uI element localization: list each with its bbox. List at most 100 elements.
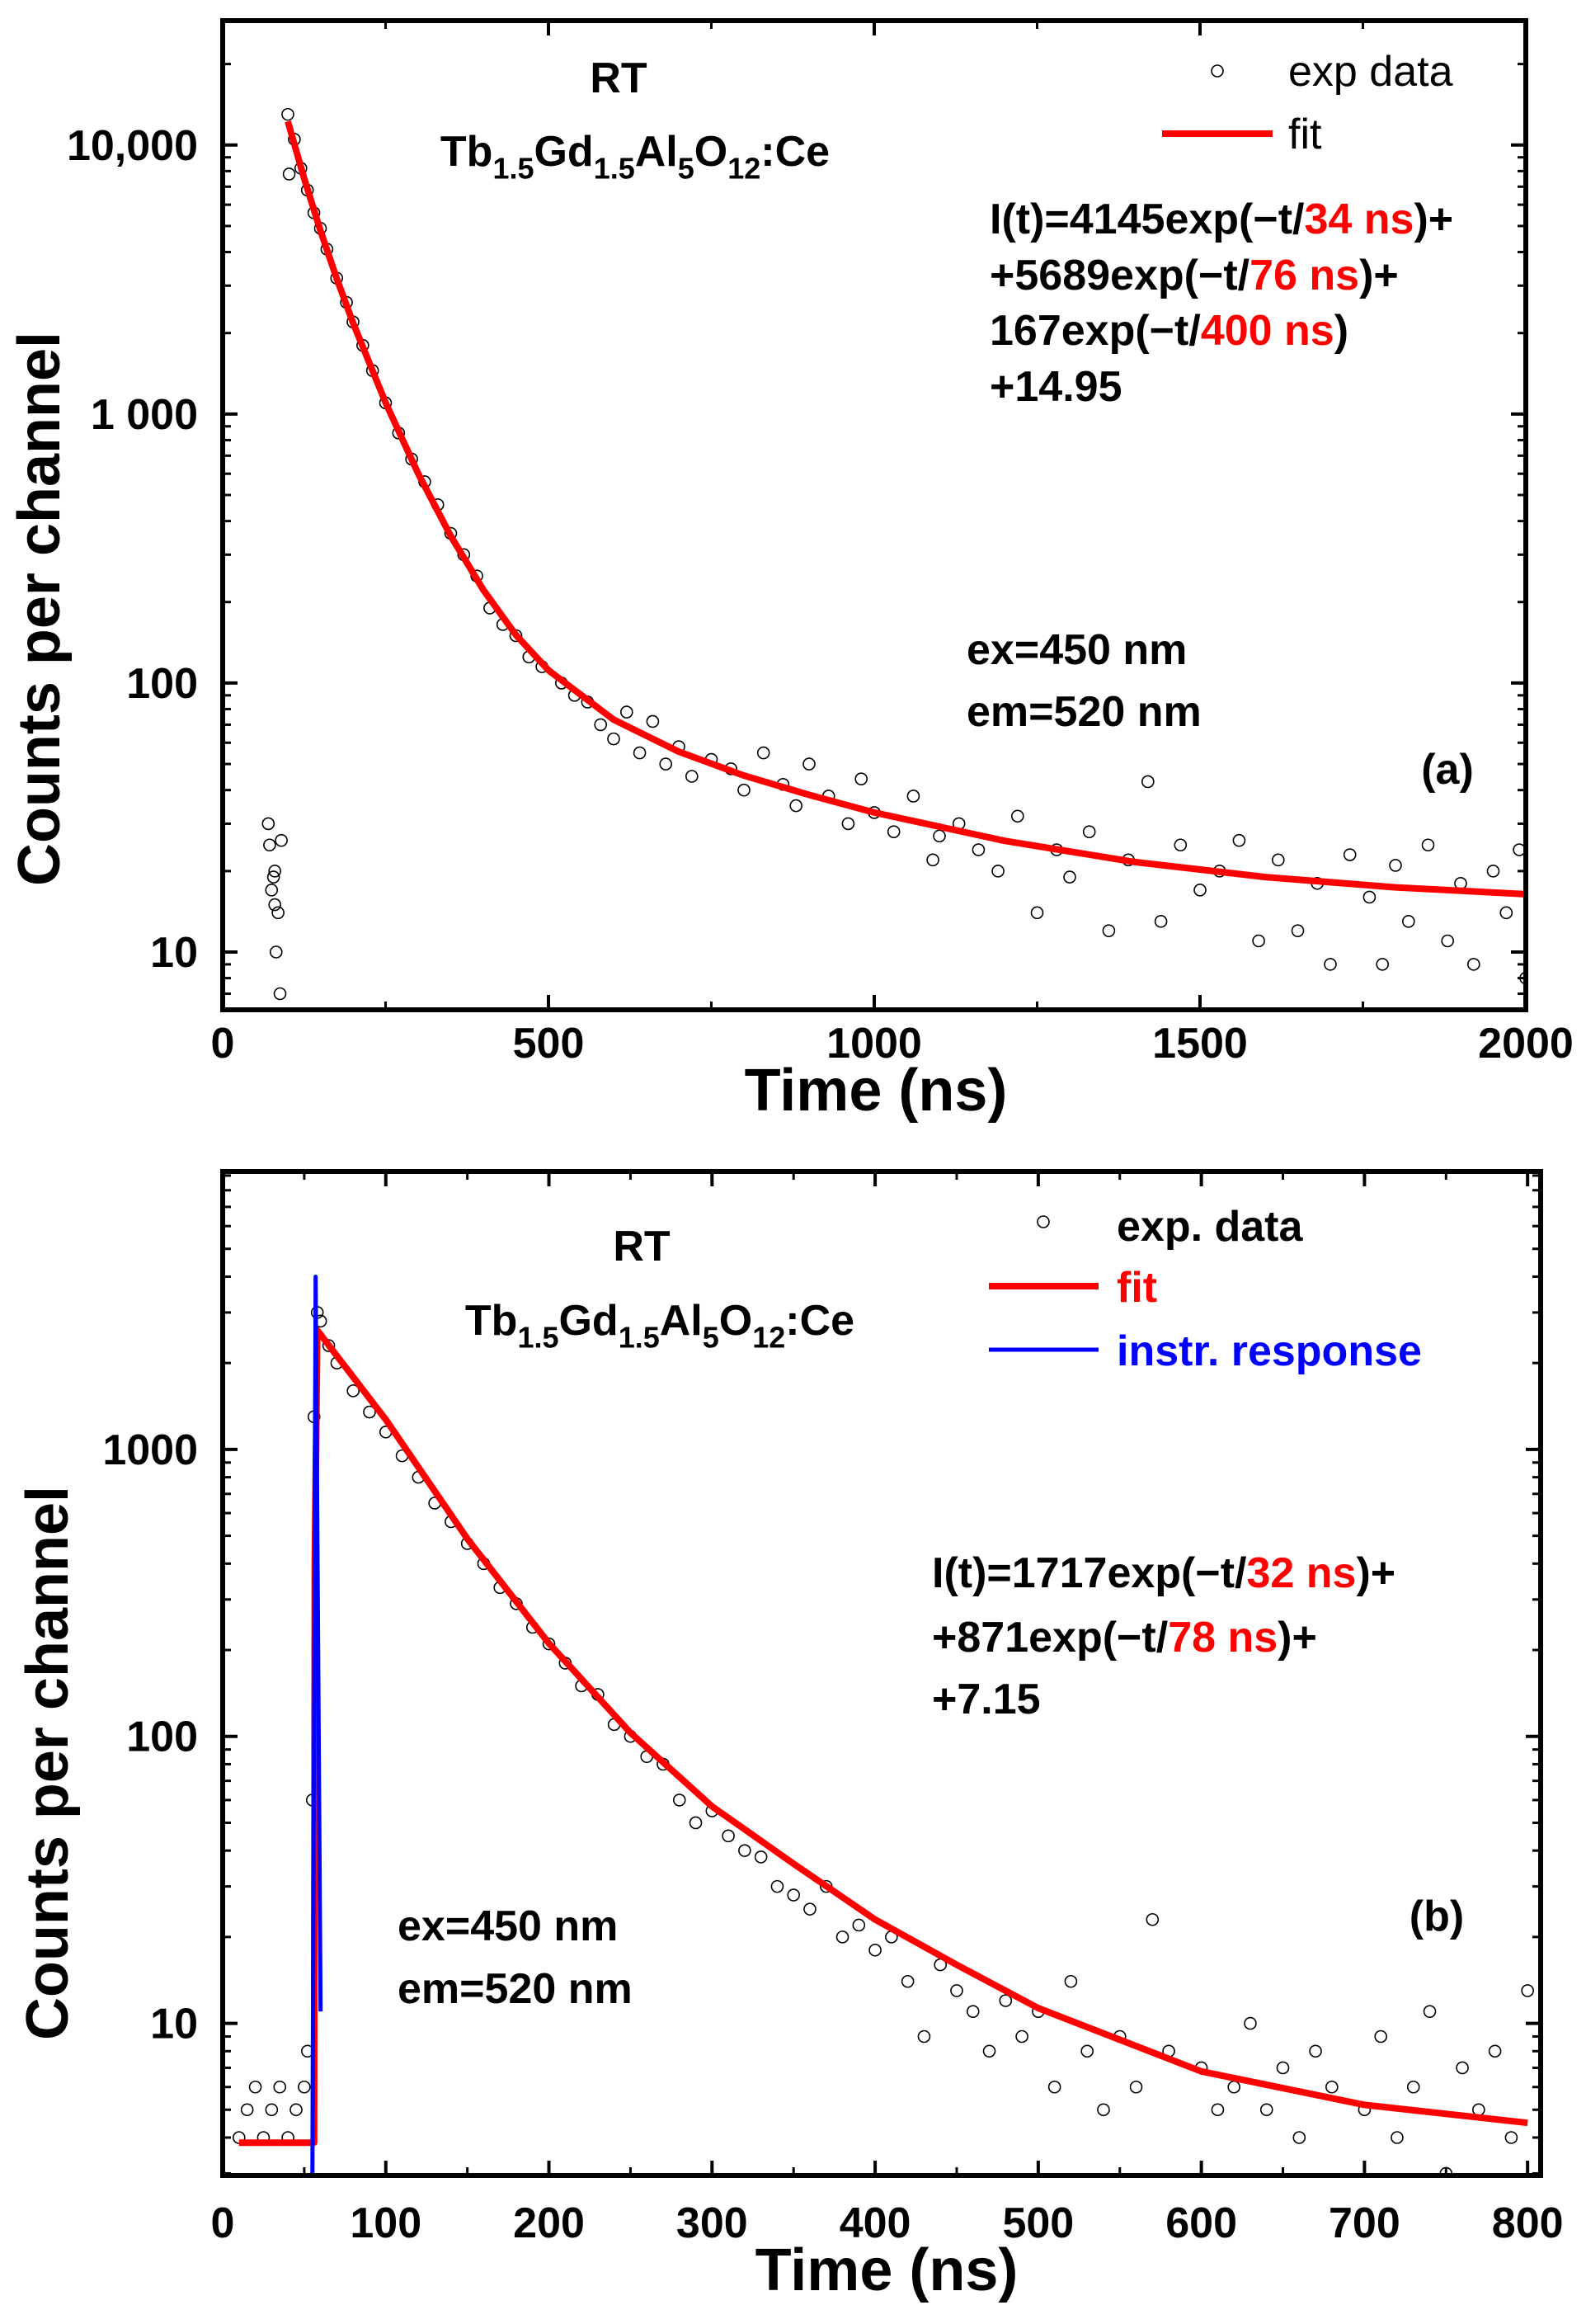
x-tick-label: 700: [1329, 2199, 1400, 2247]
excitation-label: ex=450 nm: [967, 626, 1187, 674]
subscript: 1.5: [517, 1321, 558, 1355]
data-point: [1456, 2061, 1469, 2075]
data-point: [1421, 838, 1435, 852]
data-point: [1374, 2029, 1387, 2044]
plot-area: [261, 107, 1526, 1001]
data-point: [770, 1879, 784, 1893]
x-tick-label: 0: [211, 2199, 235, 2247]
data-point: [868, 1943, 882, 1957]
data-point: [1272, 853, 1285, 867]
y-tick-label: 10,000: [67, 122, 198, 170]
data-point: [1082, 825, 1096, 838]
data-point: [887, 825, 901, 838]
sample-formula: Tb1.5Gd1.5Al5O12:Ce: [440, 128, 830, 186]
data-point: [841, 817, 855, 831]
data-point: [1391, 2131, 1404, 2144]
data-point: [268, 898, 282, 912]
fit-equation-line: +14.95: [990, 363, 1122, 411]
text-part: )+: [1414, 196, 1453, 243]
data-point: [835, 1930, 849, 1944]
subscript: 12: [752, 1321, 785, 1355]
data-point: [1521, 1984, 1534, 1997]
panel-label: (a): [1421, 746, 1474, 794]
data-point: [1362, 890, 1377, 904]
data-point: [982, 2044, 996, 2058]
data-point: [991, 865, 1005, 878]
text-part: O: [719, 1297, 752, 1345]
x-tick-label: 400: [840, 2199, 911, 2247]
data-point: [607, 732, 620, 746]
data-point: [619, 705, 633, 719]
data-point: [1097, 2103, 1110, 2117]
sample-formula: Tb1.5Gd1.5Al5O12:Ce: [465, 1297, 854, 1355]
data-point: [789, 799, 803, 813]
x-tick-label: 1500: [1152, 1020, 1248, 1068]
data-point: [298, 2080, 311, 2094]
x-tick-label: 2000: [1478, 1020, 1574, 1068]
text-part: 167exp(−t/: [990, 307, 1201, 355]
text-part: :Ce: [785, 1297, 854, 1345]
subscript: 1.5: [492, 152, 534, 186]
data-point: [1146, 1912, 1160, 1926]
data-point: [281, 107, 294, 121]
data-point: [248, 2080, 262, 2094]
data-point: [950, 1984, 963, 1997]
y-tick-label: 1 000: [91, 391, 198, 439]
x-axis-title: Time (ns): [755, 2237, 1019, 2303]
text-part: +14.95: [990, 363, 1122, 411]
lifetime-value: 32 ns: [1247, 1549, 1357, 1597]
data-point: [966, 2005, 980, 2018]
series-line-fit: [285, 120, 1526, 898]
data-point: [594, 718, 608, 732]
data-point: [1499, 906, 1513, 920]
data-point: [689, 1816, 703, 1830]
emission-label: em=520 nm: [967, 688, 1202, 736]
text-part: I(t)=4145exp(−t/: [990, 196, 1305, 243]
data-point: [633, 746, 647, 760]
data-point: [926, 853, 939, 867]
text-part: +5689exp(−t/: [990, 252, 1250, 299]
data-point: [273, 2080, 287, 2094]
data-point: [685, 770, 699, 783]
data-point: [1141, 775, 1155, 789]
data-point: [1486, 865, 1500, 878]
data-point: [1227, 2080, 1240, 2094]
data-point: [852, 1918, 866, 1932]
data-point: [1276, 2061, 1290, 2075]
fit-equation-line: 167exp(−t/400 ns): [990, 307, 1348, 355]
y-axis-title: Counts per channel: [15, 1486, 81, 2040]
data-point: [1324, 958, 1337, 971]
legend-entry: instr. response: [1117, 1327, 1422, 1375]
fit-equation-line: +871exp(−t/78 ns)+: [932, 1614, 1317, 1662]
plot-frame: [220, 18, 1528, 1012]
data-point: [1211, 2103, 1225, 2117]
data-point: [1011, 809, 1024, 823]
data-point: [672, 1794, 686, 1807]
text-part: )+: [1359, 252, 1399, 299]
condition-label: RT: [613, 1223, 671, 1270]
text-part: +871exp(−t/: [932, 1614, 1168, 1662]
subscript: 1.5: [619, 1321, 660, 1355]
y-tick-label: 100: [126, 660, 198, 708]
data-point: [1488, 2044, 1502, 2058]
data-point: [1080, 2044, 1094, 2058]
data-point: [1047, 2080, 1061, 2094]
text-part: )+: [1278, 1614, 1317, 1662]
chart-panel-a: 0 500 1000 1500 2000 10 100 1 000 10,000 Time (ns…: [7, 18, 1574, 1124]
data-point: [273, 987, 287, 1001]
x-tick-label: 500: [1002, 2199, 1074, 2247]
data-point: [803, 1902, 817, 1916]
text-part: :Ce: [760, 128, 830, 176]
panel-label: (b): [1410, 1893, 1464, 1940]
data-point: [1030, 906, 1044, 920]
y-tick-label: 10: [150, 929, 198, 977]
legend-entry: exp. data: [1117, 1203, 1303, 1251]
data-point: [1376, 958, 1389, 971]
x-tick-label: 200: [513, 2199, 585, 2247]
data-point: [265, 2103, 279, 2117]
fit-equation-line: I(t)=1717exp(−t/32 ns)+: [932, 1549, 1395, 1597]
data-point: [1504, 2131, 1518, 2144]
data-point: [289, 2103, 303, 2117]
series-line-fit: [238, 1327, 1528, 2147]
plot-frame: [220, 1169, 1543, 2178]
